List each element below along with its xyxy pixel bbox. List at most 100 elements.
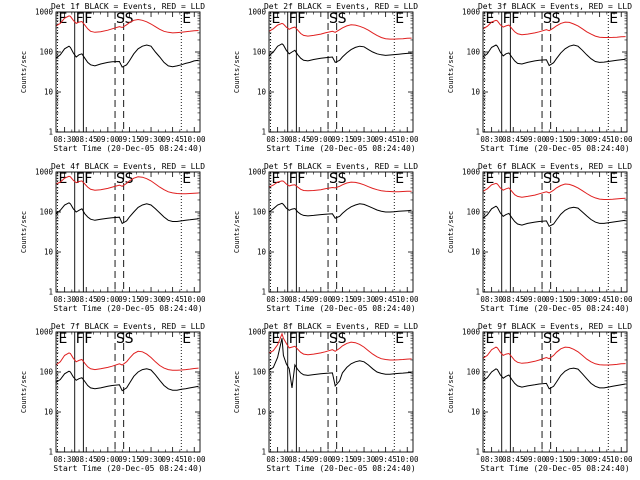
event-marker-label: F <box>84 331 92 347</box>
event-marker-label: F <box>289 331 297 347</box>
x-tick-label: 10:00 <box>610 135 633 144</box>
x-tick-label: 09:30 <box>567 295 590 304</box>
x-tick-label: 08:30 <box>480 455 503 464</box>
x-tick-label: 09:45 <box>588 135 611 144</box>
x-tick-label: 08:45 <box>288 295 311 304</box>
y-axis-label: Counts/sec <box>447 371 455 413</box>
y-tick-label: 1 <box>48 448 53 457</box>
event-marker-label: S <box>543 171 552 187</box>
x-tick-label: 09:30 <box>567 135 590 144</box>
x-tick-label: 09:45 <box>374 135 397 144</box>
series-red-line <box>268 22 412 40</box>
event-marker-label: S <box>125 331 134 347</box>
y-axis-label: Counts/sec <box>20 371 28 413</box>
y-axis-label: Counts/sec <box>447 51 455 93</box>
x-tick-label: 09:00 <box>524 455 547 464</box>
event-marker-label: E <box>58 331 67 347</box>
x-axis-label: Start Time (20-Dec-05 08:24:40) <box>266 144 415 153</box>
y-tick-label: 100 <box>466 368 480 377</box>
series-black-line <box>55 202 199 225</box>
y-tick-label: 10 <box>471 408 481 417</box>
x-tick-label: 09:00 <box>310 455 333 464</box>
chart-title: Det 2f BLACK = Events, RED = LLD <box>264 2 418 11</box>
y-tick-label: 100 <box>39 368 53 377</box>
y-axis-label: Counts/sec <box>20 51 28 93</box>
x-tick-label: 09:45 <box>161 455 184 464</box>
x-axis-label: Start Time (20-Dec-05 08:24:40) <box>480 304 629 313</box>
y-tick-label: 1000 <box>462 8 481 17</box>
event-marker-label: S <box>329 171 338 187</box>
plot-frame <box>482 11 628 133</box>
x-tick-label: 08:45 <box>502 135 525 144</box>
event-marker-label: S <box>125 171 134 187</box>
event-marker-label: F <box>76 331 84 347</box>
x-tick-label: 09:00 <box>524 295 547 304</box>
y-tick-label: 1000 <box>248 328 267 337</box>
plot-frame <box>268 11 414 133</box>
x-tick-label: 08:45 <box>75 135 98 144</box>
x-tick-label: 09:30 <box>567 455 590 464</box>
x-tick-label: 08:45 <box>288 455 311 464</box>
series-black-line <box>482 205 626 227</box>
event-marker-label: E <box>182 331 191 347</box>
x-axis-label: Start Time (20-Dec-05 08:24:40) <box>480 464 629 473</box>
event-marker-label: S <box>543 331 552 347</box>
x-tick-label: 10:00 <box>183 455 206 464</box>
x-tick-label: 09:15 <box>545 135 568 144</box>
x-tick-label: 09:00 <box>97 295 120 304</box>
x-tick-label: 08:45 <box>502 455 525 464</box>
series-red-line <box>482 346 626 366</box>
x-tick-label: 10:00 <box>183 295 206 304</box>
y-axis-label: Counts/sec <box>233 51 241 93</box>
event-marker-label: F <box>289 11 297 27</box>
x-tick-label: 08:45 <box>288 135 311 144</box>
y-tick-label: 100 <box>466 208 480 217</box>
y-tick-label: 100 <box>252 208 266 217</box>
x-tick-label: 09:15 <box>118 455 141 464</box>
y-tick-label: 10 <box>257 408 267 417</box>
event-marker-label: F <box>511 171 519 187</box>
plot-frame <box>268 171 414 293</box>
x-tick-label: 10:00 <box>183 135 206 144</box>
x-tick-label: 10:00 <box>396 295 419 304</box>
event-marker-label: E <box>271 171 280 187</box>
event-marker-label: E <box>485 11 494 27</box>
event-marker-label: F <box>503 11 511 27</box>
y-tick-label: 10 <box>471 248 481 257</box>
x-tick-label: 08:45 <box>75 295 98 304</box>
plot-frame <box>482 331 628 453</box>
series-red-line <box>55 350 199 371</box>
x-tick-label: 09:30 <box>353 295 376 304</box>
event-marker-label: S <box>329 331 338 347</box>
y-tick-label: 1000 <box>35 328 54 337</box>
event-marker-label: F <box>84 11 92 27</box>
y-tick-label: 10 <box>257 248 267 257</box>
x-tick-label: 08:30 <box>266 295 289 304</box>
event-marker-label: E <box>58 171 67 187</box>
event-marker-label: F <box>511 331 519 347</box>
x-tick-label: 09:45 <box>374 455 397 464</box>
x-axis-label: Start Time (20-Dec-05 08:24:40) <box>266 304 415 313</box>
y-tick-label: 10 <box>471 88 481 97</box>
y-axis-label: Counts/sec <box>20 211 28 253</box>
x-tick-label: 09:30 <box>353 455 376 464</box>
x-tick-label: 08:30 <box>53 455 76 464</box>
chart-title: Det 4f BLACK = Events, RED = LLD <box>51 162 205 171</box>
chart-panel-3: Det 3f BLACK = Events, RED = LLD 1 10 100 10… <box>447 2 633 153</box>
x-tick-label: 09:00 <box>97 135 120 144</box>
y-tick-label: 1000 <box>462 328 481 337</box>
event-marker-label: S <box>552 331 561 347</box>
event-marker-label: E <box>58 11 67 27</box>
chart-panel-1: Det 1f BLACK = Events, RED = LLD 1 10 100 10… <box>20 2 206 153</box>
chart-panel-4: Det 4f BLACK = Events, RED = LLD 1 10 100 10… <box>20 162 206 313</box>
y-axis-label: Counts/sec <box>233 211 241 253</box>
x-tick-label: 09:15 <box>118 135 141 144</box>
x-tick-label: 08:30 <box>480 135 503 144</box>
event-marker-label: E <box>609 171 618 187</box>
event-marker-label: F <box>297 11 305 27</box>
y-tick-label: 1000 <box>248 168 267 177</box>
x-tick-label: 09:45 <box>374 295 397 304</box>
series-black-line <box>268 43 412 64</box>
event-marker-label: F <box>84 171 92 187</box>
